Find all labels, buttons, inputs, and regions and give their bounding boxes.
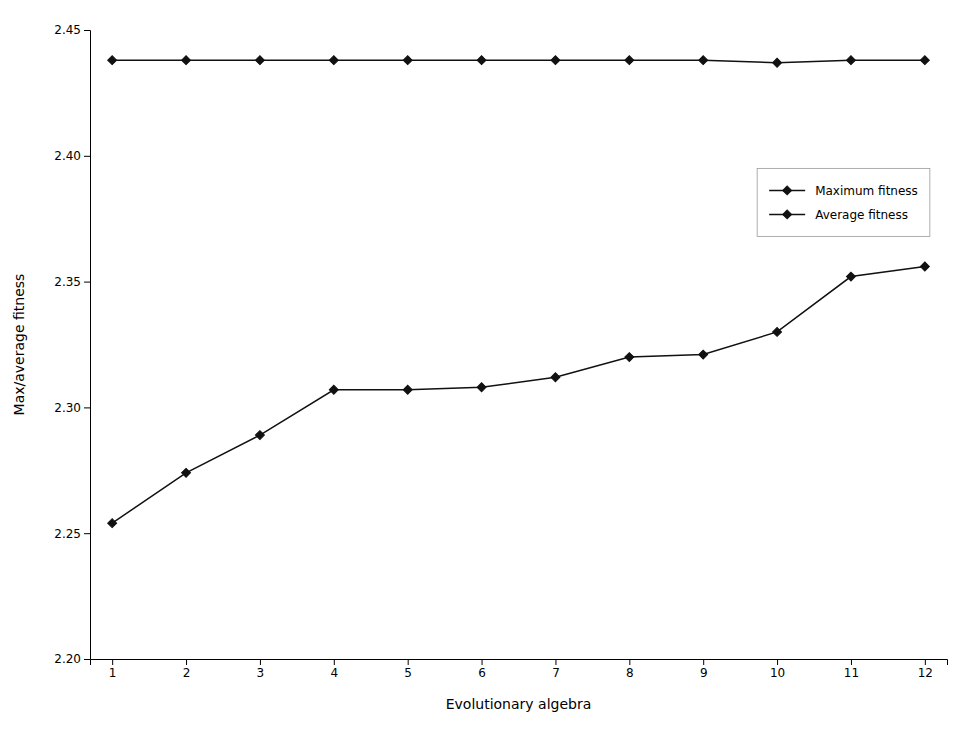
tick-label: 1 bbox=[109, 666, 117, 680]
legend-label: Maximum fitness bbox=[815, 184, 918, 198]
tick-label: 2.20 bbox=[54, 652, 81, 666]
tick: 2 bbox=[183, 659, 191, 680]
y-axis-title: Max/average fitness bbox=[11, 274, 27, 416]
tick-mark bbox=[555, 659, 556, 665]
tick-mark bbox=[84, 407, 90, 408]
point-marker bbox=[773, 327, 782, 336]
point-marker bbox=[551, 373, 560, 382]
tick-label: 3 bbox=[257, 666, 265, 680]
tick-mark bbox=[84, 659, 90, 660]
legend-item: Maximum fitness bbox=[769, 184, 918, 198]
tick-label: 2.30 bbox=[54, 401, 81, 415]
tick-label: 7 bbox=[552, 666, 560, 680]
point-marker bbox=[551, 56, 560, 65]
tick-mark bbox=[851, 659, 852, 665]
tick: 1 bbox=[109, 659, 117, 680]
tick-label: 11 bbox=[844, 666, 859, 680]
plot: 1234567891011122.202.252.302.352.402.45 bbox=[54, 23, 947, 679]
tick: 2.35 bbox=[54, 275, 90, 289]
tick: 10 bbox=[770, 659, 785, 680]
tick-mark bbox=[84, 282, 90, 283]
point-marker bbox=[699, 56, 708, 65]
point-marker bbox=[625, 353, 634, 362]
x-axis: 123456789101112 bbox=[91, 659, 948, 680]
tick-mark bbox=[260, 659, 261, 665]
y-axis: 2.20 2.25 2.30 2.35 2.40 2.45 bbox=[54, 23, 90, 666]
point-marker bbox=[182, 468, 191, 477]
tick: 6 bbox=[478, 659, 486, 680]
tick: 2.45 bbox=[54, 23, 90, 37]
tick: 5 bbox=[404, 659, 412, 680]
point-marker bbox=[920, 56, 929, 65]
point-marker bbox=[255, 56, 264, 65]
tick: 12 bbox=[918, 659, 933, 680]
tick: 2.40 bbox=[54, 149, 90, 163]
tick: 3 bbox=[257, 659, 265, 680]
tick: 2.20 bbox=[54, 652, 90, 666]
legend-label: Average fitness bbox=[815, 208, 908, 222]
legend: Maximum fitness Average fitness bbox=[757, 168, 930, 236]
series-line bbox=[112, 60, 925, 63]
axis-line bbox=[84, 31, 91, 660]
tick-mark bbox=[334, 659, 335, 665]
series-layer bbox=[108, 56, 930, 528]
chart: 1234567891011122.202.252.302.352.402.45E… bbox=[0, 0, 977, 729]
tick-mark bbox=[629, 659, 630, 665]
legend-swatch-marker bbox=[783, 210, 792, 219]
tick-mark bbox=[408, 659, 409, 665]
point-marker bbox=[477, 56, 486, 65]
point-marker bbox=[625, 56, 634, 65]
tick-mark bbox=[84, 156, 90, 157]
tick-label: 2.35 bbox=[54, 275, 81, 289]
tick: 9 bbox=[700, 659, 708, 680]
tick-mark bbox=[703, 659, 704, 665]
tick: 4 bbox=[330, 659, 338, 680]
point-marker bbox=[255, 431, 264, 440]
tick: 7 bbox=[552, 659, 560, 680]
axis-line bbox=[91, 660, 948, 666]
point-marker bbox=[846, 56, 855, 65]
tick-label: 6 bbox=[478, 666, 486, 680]
tick: 11 bbox=[844, 659, 859, 680]
tick-mark bbox=[186, 659, 187, 665]
point-marker bbox=[846, 272, 855, 281]
tick-mark bbox=[112, 659, 113, 665]
point-marker bbox=[477, 383, 486, 392]
point-marker bbox=[773, 58, 782, 67]
point-marker bbox=[329, 56, 338, 65]
tick: 8 bbox=[626, 659, 634, 680]
tick-label: 2.45 bbox=[54, 23, 81, 37]
legend-box bbox=[757, 168, 930, 236]
point-marker bbox=[403, 385, 412, 394]
tick-mark bbox=[84, 30, 90, 31]
tick-label: 10 bbox=[770, 666, 785, 680]
tick-label: 2.40 bbox=[54, 149, 81, 163]
tick-mark bbox=[777, 659, 778, 665]
tick-label: 2 bbox=[183, 666, 191, 680]
point-marker bbox=[108, 519, 117, 528]
legend-item: Average fitness bbox=[769, 208, 908, 222]
point-marker bbox=[182, 56, 191, 65]
point-marker bbox=[920, 262, 929, 271]
tick-label: 8 bbox=[626, 666, 634, 680]
tick-label: 9 bbox=[700, 666, 708, 680]
series-line bbox=[112, 267, 925, 524]
tick: 2.30 bbox=[54, 401, 90, 415]
tick-label: 4 bbox=[330, 666, 338, 680]
legend-swatch-marker bbox=[783, 186, 792, 195]
x-axis-title: Evolutionary algebra bbox=[446, 696, 592, 712]
tick-mark bbox=[482, 659, 483, 665]
point-marker bbox=[403, 56, 412, 65]
point-marker bbox=[108, 56, 117, 65]
tick-label: 12 bbox=[918, 666, 933, 680]
tick: 2.25 bbox=[54, 527, 90, 541]
tick-label: 5 bbox=[404, 666, 412, 680]
point-marker bbox=[699, 350, 708, 359]
tick-mark bbox=[925, 659, 926, 665]
point-marker bbox=[329, 385, 338, 394]
tick-mark bbox=[84, 533, 90, 534]
tick-label: 2.25 bbox=[54, 527, 81, 541]
